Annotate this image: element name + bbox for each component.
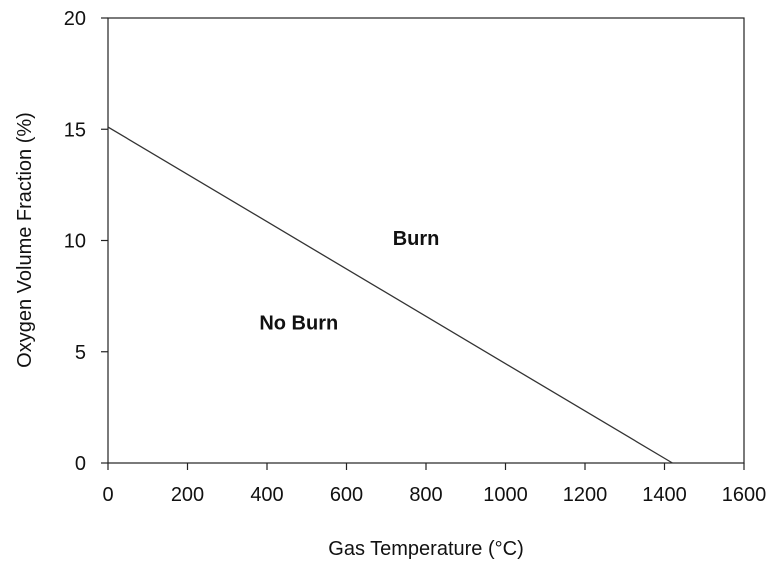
x-axis-label: Gas Temperature (°C): [328, 538, 523, 560]
annotation-no-burn: No Burn: [259, 313, 338, 335]
boundary-line: [107, 126, 673, 464]
y-tick-label: 5: [75, 342, 86, 364]
x-tick-label: 600: [330, 484, 363, 506]
y-tick-label: 10: [64, 231, 86, 253]
x-tick-label: 0: [102, 484, 113, 506]
annotation-layer: Burn No Burn: [259, 228, 439, 335]
y-axis-label: Oxygen Volume Fraction (%): [14, 112, 36, 368]
x-tick-label: 1600: [722, 484, 767, 506]
y-tick-label: 20: [64, 8, 86, 30]
x-tick-label: 1200: [563, 484, 608, 506]
series-layer: [107, 126, 673, 464]
y-axis-ticks: 0 5 10 15 20: [64, 8, 108, 475]
x-tick-label: 1000: [483, 484, 528, 506]
annotation-burn: Burn: [393, 228, 440, 250]
x-tick-label: 800: [409, 484, 442, 506]
x-tick-label: 200: [171, 484, 204, 506]
x-tick-label: 400: [250, 484, 283, 506]
y-tick-label: 15: [64, 119, 86, 141]
x-axis-ticks: 0 200 400 600 800 1000 1200 1400 1600: [102, 463, 766, 506]
x-tick-label: 1400: [642, 484, 687, 506]
y-tick-label: 0: [75, 453, 86, 475]
